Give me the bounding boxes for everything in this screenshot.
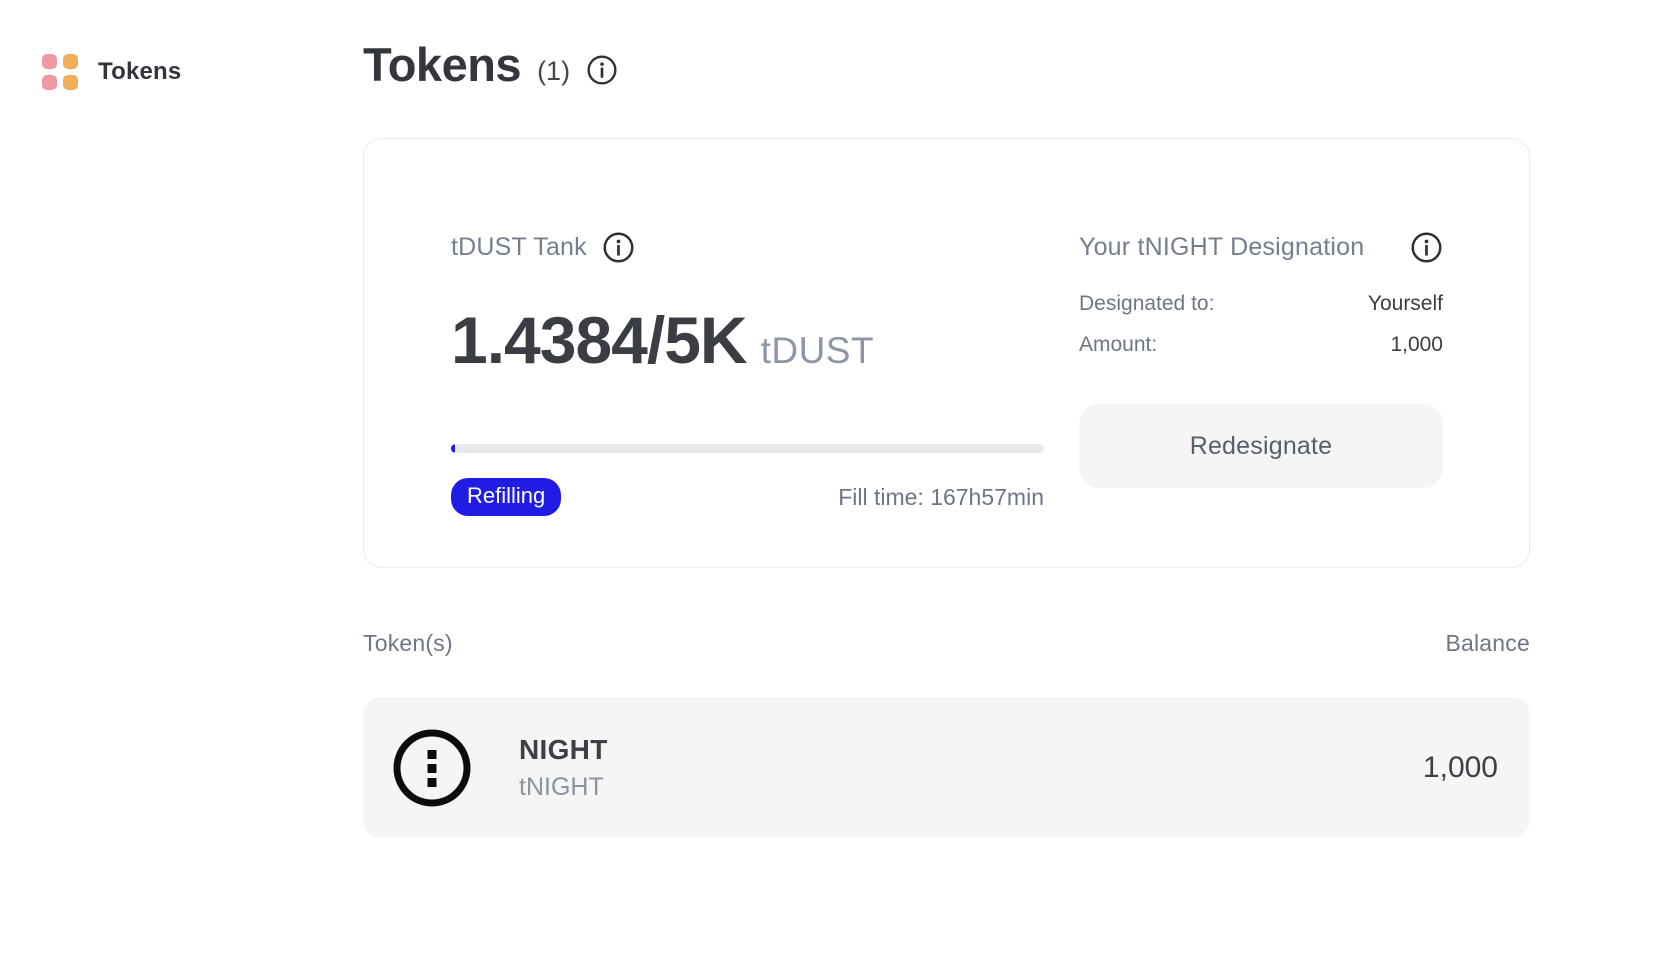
token-names: NIGHT tNIGHT (519, 734, 608, 802)
tank-progress-bar (451, 444, 1044, 454)
designated-to-label: Designated to: (1079, 292, 1215, 316)
main-content: Tokens (1) tDUST Tank (363, 38, 1530, 839)
tank-title: tDUST Tank (451, 233, 587, 262)
nav-tokens-label: Tokens (98, 58, 182, 85)
designated-to-row: Designated to: Yourself (1079, 292, 1443, 316)
app-grid-icon (42, 54, 78, 90)
tank-info-icon[interactable] (602, 231, 635, 264)
nav-tokens[interactable]: Tokens (42, 54, 181, 90)
token-balance: 1,000 (1422, 750, 1498, 784)
status-badge: Refilling (451, 478, 562, 517)
token-row-night[interactable]: NIGHT tNIGHT 1,000 (363, 697, 1530, 839)
page-header: Tokens (1) (363, 38, 1530, 92)
amount-value: 1,000 (1390, 333, 1443, 357)
designated-to-value: Yourself (1367, 292, 1443, 316)
amount-row: Amount: 1,000 (1079, 333, 1443, 357)
tokens-info-icon[interactable] (586, 54, 618, 86)
night-token-icon (393, 729, 471, 807)
token-symbol: tNIGHT (519, 772, 604, 801)
tank-amount: 1.4384/5K (451, 303, 748, 378)
tank-section: tDUST Tank 1.4384/5K tDUST Refilling (451, 231, 1044, 567)
designation-title: Your tNIGHT Designation (1079, 233, 1365, 262)
fill-time-label: Fill time: 167h57min (838, 483, 1044, 510)
designation-section: Your tNIGHT Designation Designated to: Y… (1079, 231, 1443, 567)
token-count: (1) (537, 55, 571, 86)
balance-column-header: Balance (1445, 630, 1530, 657)
tank-progress-fill (451, 444, 455, 454)
designation-info-icon[interactable] (1410, 231, 1443, 264)
token-list-headers: Token(s) Balance (363, 630, 1530, 657)
amount-label: Amount: (1079, 333, 1158, 357)
tdust-tank-card: tDUST Tank 1.4384/5K tDUST Refilling (363, 138, 1530, 569)
token-name: NIGHT (519, 733, 608, 765)
tank-unit: tDUST (760, 330, 875, 372)
redesignate-button[interactable]: Redesignate (1079, 404, 1443, 489)
page-title: Tokens (363, 38, 522, 91)
tokens-column-header: Token(s) (363, 630, 453, 657)
